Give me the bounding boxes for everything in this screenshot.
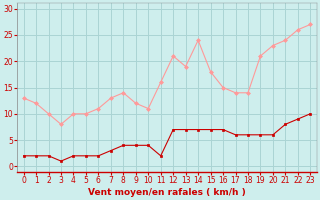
X-axis label: Vent moyen/en rafales ( km/h ): Vent moyen/en rafales ( km/h ) — [88, 188, 246, 197]
